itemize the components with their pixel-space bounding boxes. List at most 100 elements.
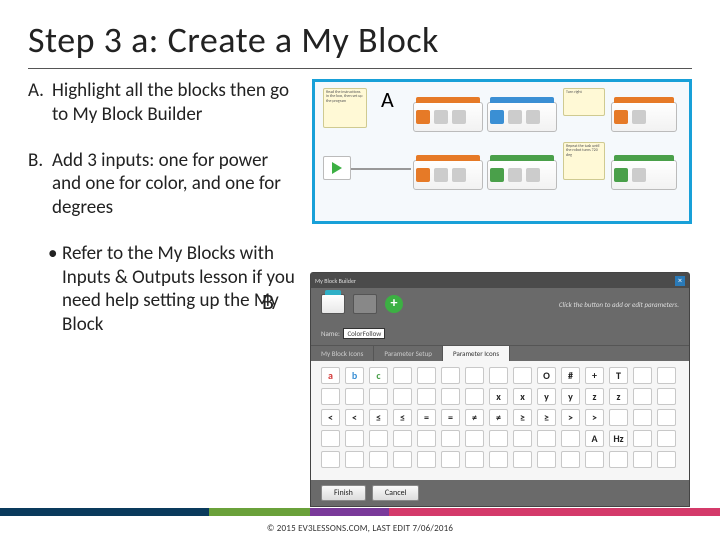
icon-cell[interactable]	[657, 451, 676, 468]
icon-cell[interactable]	[465, 388, 484, 405]
icon-cell[interactable]	[561, 451, 580, 468]
icon-cell[interactable]: y	[537, 388, 556, 405]
icon-cell[interactable]: y	[561, 388, 580, 405]
icon-cell[interactable]	[465, 451, 484, 468]
tab-param-icons[interactable]: Parameter Icons	[443, 346, 510, 361]
icon-cell[interactable]	[417, 367, 436, 384]
icon-cell[interactable]: ≠	[465, 409, 484, 426]
param-slot[interactable]	[321, 294, 345, 314]
icon-cell[interactable]	[321, 451, 340, 468]
icon-cell[interactable]: =	[441, 409, 460, 426]
icon-cell[interactable]	[393, 451, 412, 468]
icon-cell[interactable]	[489, 430, 508, 447]
icon-cell[interactable]: >	[561, 409, 580, 426]
icon-cell[interactable]	[657, 367, 676, 384]
icon-cell[interactable]: #	[561, 367, 580, 384]
icon-cell[interactable]: O	[537, 367, 556, 384]
icon-cell[interactable]: Hz	[609, 430, 628, 447]
icon-cell[interactable]: a	[321, 367, 340, 384]
icon-cell[interactable]	[657, 409, 676, 426]
icon-cell[interactable]	[633, 367, 652, 384]
icon-cell[interactable]	[633, 430, 652, 447]
icon-cell[interactable]: A	[585, 430, 604, 447]
close-icon[interactable]: ×	[675, 276, 685, 286]
icon-cell[interactable]: b	[345, 367, 364, 384]
program-block	[487, 102, 557, 132]
icon-cell[interactable]	[513, 367, 532, 384]
copyright: © 2015 EV3LESSONS.COM, LAST EDIT 7/06/20…	[0, 523, 720, 534]
icon-cell[interactable]	[633, 451, 652, 468]
icon-cell[interactable]	[537, 451, 556, 468]
icon-cell[interactable]	[345, 430, 364, 447]
comment-box: Repeat the task until the robot turns 72…	[563, 142, 605, 180]
icon-cell[interactable]	[369, 430, 388, 447]
icon-cell[interactable]	[537, 430, 556, 447]
icon-cell[interactable]: z	[609, 388, 628, 405]
icon-cell[interactable]	[345, 451, 364, 468]
icon-cell[interactable]	[465, 367, 484, 384]
cancel-button[interactable]: Cancel	[372, 485, 420, 501]
name-row: Name: ColorFollow	[311, 318, 689, 345]
icon-cell[interactable]	[489, 367, 508, 384]
icon-cell[interactable]: +	[585, 367, 604, 384]
icon-cell[interactable]	[609, 451, 628, 468]
icon-cell[interactable]	[441, 430, 460, 447]
icon-cell[interactable]: T	[609, 367, 628, 384]
icon-cell[interactable]	[393, 367, 412, 384]
icon-cell[interactable]	[441, 367, 460, 384]
param-slot-empty[interactable]	[353, 294, 377, 314]
icon-row: abc O # + T	[321, 367, 679, 384]
icon-cell[interactable]	[657, 430, 676, 447]
icon-cell[interactable]	[369, 451, 388, 468]
icon-cell[interactable]	[441, 451, 460, 468]
program-block	[487, 160, 557, 190]
icon-cell[interactable]: ≤	[369, 409, 388, 426]
add-parameter-button[interactable]: +	[385, 295, 403, 313]
icon-cell[interactable]	[513, 451, 532, 468]
icon-cell[interactable]	[441, 388, 460, 405]
tab-param-setup[interactable]: Parameter Setup	[374, 346, 443, 361]
icon-cell[interactable]	[657, 388, 676, 405]
icon-cell[interactable]: ≤	[393, 409, 412, 426]
icon-row: < < ≤ ≤ = = ≠ ≠ ≥ ≥ > >	[321, 409, 679, 426]
icon-cell[interactable]: x	[489, 388, 508, 405]
icon-cell[interactable]: c	[369, 367, 388, 384]
icon-cell[interactable]	[633, 409, 652, 426]
icon-cell[interactable]: >	[585, 409, 604, 426]
icon-cell[interactable]: <	[345, 409, 364, 426]
icon-cell[interactable]: ≥	[513, 409, 532, 426]
icon-row	[321, 451, 679, 468]
icon-cell[interactable]	[393, 430, 412, 447]
wire	[351, 168, 411, 170]
name-input[interactable]: ColorFollow	[343, 328, 385, 339]
icon-cell[interactable]: ≠	[489, 409, 508, 426]
icon-row: A Hz	[321, 430, 679, 447]
icon-cell[interactable]	[369, 388, 388, 405]
icon-cell[interactable]	[417, 451, 436, 468]
icon-cell[interactable]: z	[585, 388, 604, 405]
icon-cell[interactable]	[417, 388, 436, 405]
icon-cell[interactable]	[585, 451, 604, 468]
icon-cell[interactable]	[321, 388, 340, 405]
icon-cell[interactable]	[345, 388, 364, 405]
icon-cell[interactable]	[609, 409, 628, 426]
name-label: Name:	[321, 329, 340, 338]
icon-cell[interactable]	[513, 430, 532, 447]
icon-cell[interactable]	[633, 388, 652, 405]
icon-cell[interactable]	[417, 430, 436, 447]
finish-button[interactable]: Finish	[321, 485, 366, 501]
icon-cell[interactable]: <	[321, 409, 340, 426]
icon-cell[interactable]: x	[513, 388, 532, 405]
icon-cell[interactable]	[489, 451, 508, 468]
icon-cell[interactable]	[321, 430, 340, 447]
icon-cell[interactable]	[561, 430, 580, 447]
tab-icons[interactable]: My Block Icons	[311, 346, 374, 361]
figure-b-wrap: B My Block Builder × + Click the button …	[312, 272, 692, 507]
icon-cell[interactable]	[465, 430, 484, 447]
icon-cell[interactable]: ≥	[537, 409, 556, 426]
title-rule	[28, 68, 692, 69]
icon-cell[interactable]	[393, 388, 412, 405]
icon-cell[interactable]: =	[417, 409, 436, 426]
icon-row: xxyyzz	[321, 388, 679, 405]
icon-grid-pane: abcO#+Txxyyzz<<≤≤==≠≠≥≥>>AHz	[311, 361, 689, 480]
